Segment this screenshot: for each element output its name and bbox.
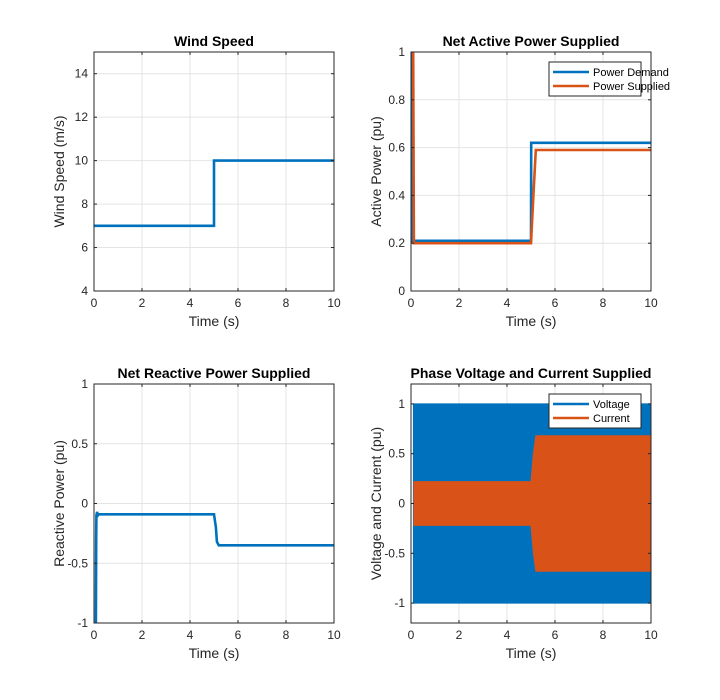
- x-tick-label: 4: [504, 628, 511, 642]
- chart-4: 0 2 4 6 8 10 -1 -0.5 0 0.5 1 Phase Voltage and Curr…: [368, 365, 658, 661]
- legend-label: Power Supplied: [593, 81, 670, 93]
- y-tick-label: 1: [398, 397, 405, 411]
- y-tick-label: 0.6: [388, 141, 405, 155]
- y-tick-label: 0.4: [388, 188, 405, 202]
- y-tick-label: 4: [81, 284, 88, 298]
- y-tick-label: 0.5: [388, 447, 405, 461]
- x-axis-label: Time (s): [189, 645, 240, 661]
- x-tick-label: 2: [456, 296, 463, 310]
- x-tick-label: 6: [552, 628, 559, 642]
- chart-3: 0 2 4 6 8 10 -1 -0.5 0 0.5 1 Net Reactive Power Sup…: [51, 365, 341, 661]
- y-tick-label: -0.5: [67, 556, 88, 570]
- x-axis-label: Time (s): [189, 313, 240, 329]
- x-tick-label: 2: [139, 296, 146, 310]
- data-layer: [412, 403, 651, 604]
- chart-2: 0 2 4 6 8 10 0 0.2 0.4 0.6 0.8 1 Net Active Power Su…: [368, 33, 670, 329]
- y-tick-label: 0: [398, 284, 405, 298]
- y-tick-label: 14: [75, 67, 89, 81]
- x-axis-label: Time (s): [506, 313, 557, 329]
- x-tick-label: 0: [408, 628, 415, 642]
- chart-title: Wind Speed: [174, 33, 254, 49]
- y-tick-label: -0.5: [384, 546, 405, 560]
- x-tick-label: 8: [600, 296, 607, 310]
- series-band-current: [413, 435, 651, 572]
- legend: Voltage Current: [548, 393, 642, 429]
- y-tick-label: 0.5: [71, 437, 88, 451]
- chart-title: Net Reactive Power Supplied: [118, 365, 311, 381]
- x-tick-label: 10: [644, 628, 658, 642]
- y-tick-label: 1: [81, 377, 88, 391]
- chart-1: 0 2 4 6 8 10 4 6 8 10 12 14 Wind Speed Time (s) Wind S…: [51, 33, 341, 329]
- y-axis-label: Voltage and Current (pu): [368, 427, 384, 580]
- x-tick-label: 0: [91, 628, 98, 642]
- x-tick-label: 6: [235, 628, 242, 642]
- y-tick-label: 10: [75, 154, 89, 168]
- x-axis-label: Time (s): [506, 645, 557, 661]
- x-tick-label: 8: [600, 628, 607, 642]
- series-line-series-0: [94, 159, 334, 228]
- chart-title: Net Active Power Supplied: [443, 33, 620, 49]
- y-tick-label: 0.2: [388, 236, 405, 250]
- legend-box: [548, 393, 642, 429]
- x-tick-label: 2: [139, 628, 146, 642]
- x-tick-label: 10: [644, 296, 658, 310]
- data-layer: [411, 52, 651, 245]
- y-axis-label: Wind Speed (m/s): [51, 115, 67, 227]
- axes-box: [410, 51, 652, 292]
- series-line-power-supplied: [411, 52, 651, 245]
- legend-box: [548, 61, 642, 97]
- data-layer: [94, 159, 334, 228]
- y-tick-label: -1: [77, 616, 88, 630]
- data-layer: [94, 511, 334, 623]
- x-tick-label: 8: [283, 296, 290, 310]
- y-tick-label: 0: [81, 497, 88, 511]
- x-tick-label: 4: [187, 628, 194, 642]
- y-tick-label: 6: [81, 241, 88, 255]
- legend-label: Power Demand: [593, 67, 669, 79]
- legend-label: Voltage: [593, 399, 630, 411]
- x-tick-label: 6: [552, 296, 559, 310]
- y-tick-label: 0.8: [388, 93, 405, 107]
- y-axis-label: Active Power (pu): [368, 116, 384, 226]
- x-tick-label: 0: [408, 296, 415, 310]
- y-tick-label: 8: [81, 197, 88, 211]
- x-tick-label: 10: [327, 296, 341, 310]
- x-tick-label: 0: [91, 296, 98, 310]
- axes-box: [93, 51, 335, 292]
- y-axis-label: Reactive Power (pu): [51, 440, 67, 567]
- y-tick-label: -1: [394, 596, 405, 610]
- legend: Power Demand Power Supplied: [548, 61, 670, 97]
- y-tick-label: 0: [398, 497, 405, 511]
- y-tick-label: 12: [75, 110, 89, 124]
- chart-title: Phase Voltage and Current Supplied: [411, 365, 652, 381]
- legend-label: Current: [593, 413, 630, 425]
- x-tick-label: 2: [456, 628, 463, 642]
- x-tick-label: 6: [235, 296, 242, 310]
- x-tick-label: 8: [283, 628, 290, 642]
- x-tick-label: 10: [327, 628, 341, 642]
- y-tick-label: 1: [398, 45, 405, 59]
- series-line-series-0: [94, 511, 334, 623]
- x-tick-label: 4: [187, 296, 194, 310]
- x-tick-label: 4: [504, 296, 511, 310]
